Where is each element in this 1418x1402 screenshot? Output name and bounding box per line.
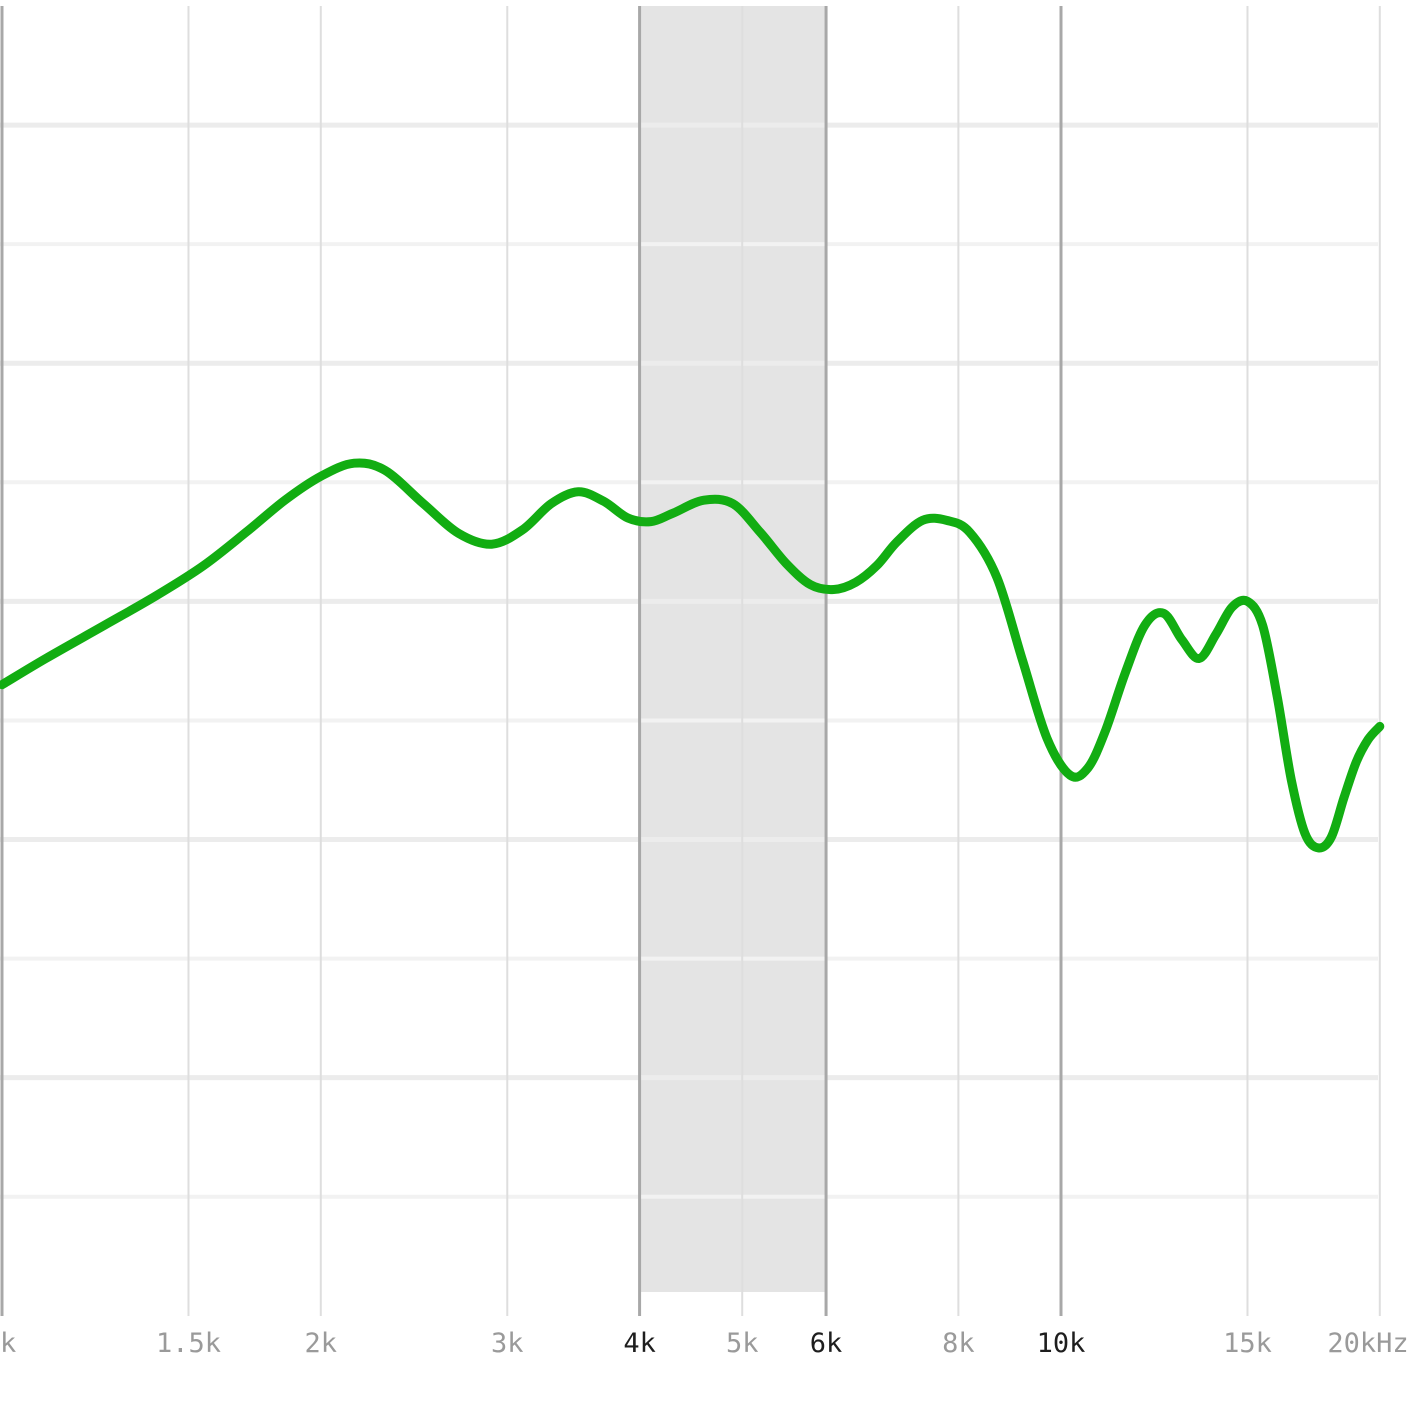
highlight-band — [639, 6, 827, 1292]
x-tick-label: 20kHz — [1327, 1328, 1408, 1359]
x-tick-label: 15k — [1223, 1328, 1272, 1359]
x-tick-label: 4k — [623, 1328, 656, 1359]
series-group — [0, 458, 1385, 853]
highlight-bands — [639, 6, 827, 1292]
x-tick-labels: k 1.5k 2k 3k 4k 5k 6k 8k 10k 15k 20kHz — [0, 1328, 1409, 1359]
x-tick-label: k — [0, 1328, 16, 1359]
x-tick-label: 1.5k — [156, 1328, 221, 1359]
series-line — [0, 458, 1385, 853]
y-gridlines — [0, 122, 1378, 1199]
x-tick-label: 5k — [726, 1328, 759, 1359]
x-tick-label: 2k — [305, 1328, 338, 1359]
x-tick-label: 6k — [810, 1328, 843, 1359]
x-tick-label: 3k — [491, 1328, 524, 1359]
x-tick-label: 10k — [1037, 1328, 1086, 1359]
x-tick-label: 8k — [942, 1328, 975, 1359]
x-gridlines — [0, 6, 1381, 1316]
